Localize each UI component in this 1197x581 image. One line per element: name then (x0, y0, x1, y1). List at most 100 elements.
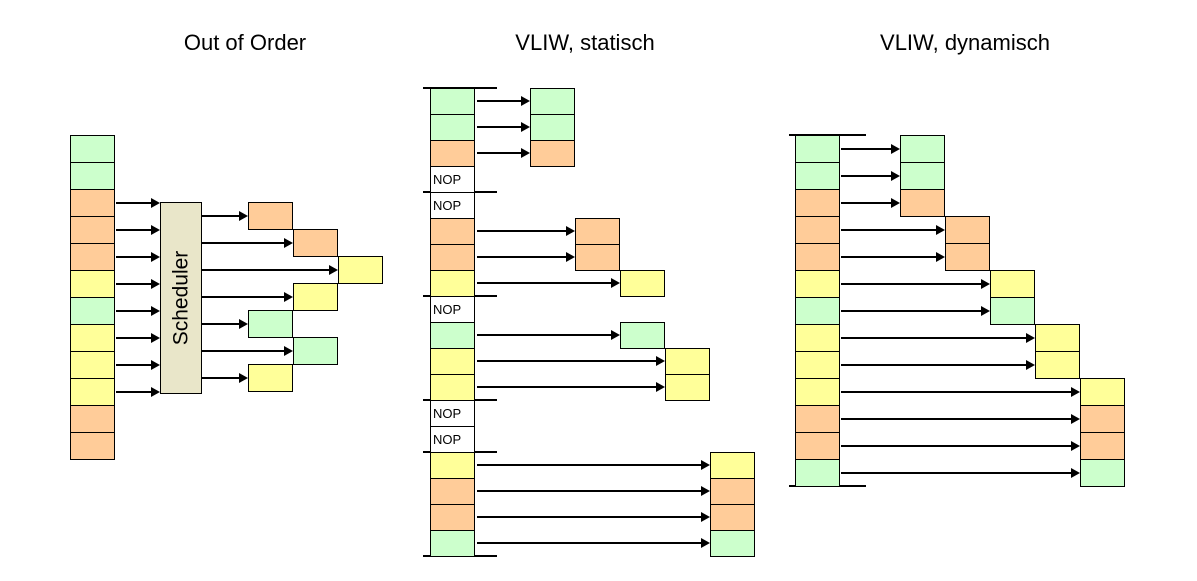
instr-cell-orange (430, 140, 475, 167)
instr-cell-yellow (430, 348, 475, 375)
data-flow-arrow (116, 360, 160, 370)
instr-cell-orange (795, 432, 840, 460)
instr-cell-orange (795, 216, 840, 244)
data-flow-arrow (202, 319, 248, 329)
instr-cell-green (620, 322, 665, 349)
instr-cell-green (530, 88, 575, 115)
data-flow-arrow (477, 512, 710, 522)
data-flow-arrow (841, 171, 900, 181)
data-flow-arrow (477, 252, 575, 262)
data-flow-arrow (477, 356, 665, 366)
instr-cell-yellow (293, 283, 338, 311)
instr-cell-green (70, 297, 115, 325)
instr-cell-orange (710, 478, 755, 505)
nop-cell: NOP (430, 166, 475, 193)
data-flow-arrow (841, 306, 990, 316)
instr-cell-orange (945, 243, 990, 271)
instr-cell-green (1080, 459, 1125, 487)
data-flow-arrow (202, 238, 293, 248)
instr-cell-yellow (1080, 378, 1125, 406)
data-flow-arrow (116, 306, 160, 316)
instr-cell-orange (70, 405, 115, 433)
instr-cell-green (248, 310, 293, 338)
instr-cell-green (70, 162, 115, 190)
instr-cell-yellow (430, 270, 475, 297)
nop-cell: NOP (430, 192, 475, 219)
instr-cell-green (430, 322, 475, 349)
instr-cell-orange (575, 218, 620, 245)
instr-cell-green (293, 337, 338, 365)
instr-cell-orange (430, 244, 475, 271)
instr-cell-yellow (795, 270, 840, 298)
instr-cell-green (530, 114, 575, 141)
instr-cell-green (990, 297, 1035, 325)
instr-cell-yellow (710, 452, 755, 479)
data-flow-arrow (116, 279, 160, 289)
instr-cell-yellow (665, 374, 710, 401)
data-flow-arrow (841, 198, 900, 208)
instr-cell-orange (293, 229, 338, 257)
data-flow-arrow (477, 382, 665, 392)
data-flow-arrow (841, 252, 945, 262)
instr-cell-orange (1080, 405, 1125, 433)
instr-cell-green (70, 135, 115, 163)
instr-cell-green (795, 459, 840, 487)
instr-cell-yellow (795, 351, 840, 379)
data-flow-arrow (841, 279, 990, 289)
instr-cell-yellow (795, 378, 840, 406)
data-flow-arrow (477, 486, 710, 496)
instr-cell-orange (70, 243, 115, 271)
instr-cell-green (430, 88, 475, 115)
data-flow-arrow (841, 441, 1080, 451)
instr-cell-yellow (70, 351, 115, 379)
instr-cell-yellow (795, 324, 840, 352)
data-flow-arrow (477, 330, 620, 340)
data-flow-arrow (841, 468, 1080, 478)
data-flow-arrow (116, 252, 160, 262)
nop-cell: NOP (430, 296, 475, 323)
instr-cell-green (795, 297, 840, 325)
instr-cell-yellow (70, 324, 115, 352)
instr-cell-yellow (990, 270, 1035, 298)
data-flow-arrow (841, 414, 1080, 424)
data-flow-arrow (841, 360, 1035, 370)
data-flow-arrow (477, 460, 710, 470)
data-flow-arrow (841, 333, 1035, 343)
instr-cell-orange (575, 244, 620, 271)
data-flow-arrow (116, 225, 160, 235)
instr-cell-yellow (430, 452, 475, 479)
data-flow-arrow (477, 278, 620, 288)
instr-cell-orange (795, 405, 840, 433)
data-flow-arrow (202, 373, 248, 383)
data-flow-arrow (202, 211, 248, 221)
nop-cell: NOP (430, 400, 475, 427)
instr-cell-green (710, 530, 755, 557)
instr-cell-green (900, 135, 945, 163)
instr-cell-orange (70, 432, 115, 460)
instr-cell-orange (70, 216, 115, 244)
instr-cell-yellow (1035, 351, 1080, 379)
scheduler-label: Scheduler (169, 250, 192, 346)
nop-cell: NOP (430, 426, 475, 453)
panel-title-vliw-dynamic: VLIW, dynamisch (880, 30, 1050, 55)
instr-cell-yellow (338, 256, 383, 284)
data-flow-arrow (477, 538, 710, 548)
data-flow-arrow (116, 198, 160, 208)
instr-cell-green (900, 162, 945, 190)
instr-cell-green (795, 162, 840, 190)
instr-cell-yellow (70, 270, 115, 298)
data-flow-arrow (477, 122, 530, 132)
instr-cell-green (430, 114, 475, 141)
panel-title-out-of-order: Out of Order (183, 30, 307, 55)
instr-cell-yellow (70, 378, 115, 406)
instr-cell-orange (430, 504, 475, 531)
instr-cell-orange (945, 216, 990, 244)
instr-cell-orange (430, 478, 475, 505)
instr-cell-orange (70, 189, 115, 217)
scheduler-box: Scheduler (160, 202, 202, 394)
data-flow-arrow (202, 292, 293, 302)
instr-cell-orange (795, 243, 840, 271)
instr-cell-yellow (620, 270, 665, 297)
instr-cell-yellow (1035, 324, 1080, 352)
